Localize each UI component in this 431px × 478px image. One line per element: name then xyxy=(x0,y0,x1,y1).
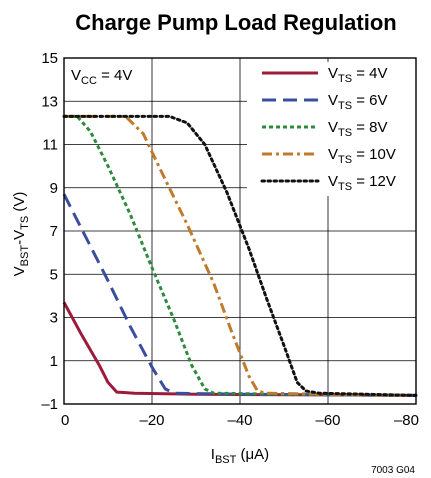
legend: VTS = 4V VTS = 6V VTS = 8V VTS = 10V VTS = 1… xyxy=(260,65,396,193)
series-line xyxy=(62,114,418,397)
series-line xyxy=(64,114,417,397)
y-axis-label: VBST-VTS (V) xyxy=(11,192,31,277)
series-line xyxy=(64,114,417,397)
figure-id: 7003 G04 xyxy=(371,465,415,476)
y-tick-label: 15 xyxy=(41,50,58,67)
y-tick-label: 1 xyxy=(50,353,58,370)
legend-label: VTS = 12V xyxy=(328,173,396,193)
y-tick-label: 13 xyxy=(41,93,58,110)
x-tick-label: –60 xyxy=(315,412,340,429)
series-group xyxy=(62,114,418,397)
x-tick-labels: 0 –20 –40 –60 –80 xyxy=(61,412,419,429)
legend-label: VTS = 10V xyxy=(328,146,396,166)
y-tick-label: 7 xyxy=(50,223,58,240)
legend-background xyxy=(247,62,416,196)
x-tick-label: –80 xyxy=(394,412,419,429)
legend-label: VTS = 6V xyxy=(328,92,388,112)
y-tick-label: 9 xyxy=(50,180,58,197)
x-tick-label: –40 xyxy=(227,412,252,429)
legend-label: VTS = 4V xyxy=(328,65,388,85)
y-tick-label: 11 xyxy=(42,137,58,154)
y-tick-label: –1 xyxy=(41,396,58,413)
y-tick-label: 5 xyxy=(50,266,58,283)
x-tick-label: 0 xyxy=(61,412,69,429)
y-tick-label: 3 xyxy=(50,310,58,327)
x-axis-label: IBST (μA) xyxy=(211,446,269,466)
x-tick-label: –20 xyxy=(139,412,164,429)
chart-title: Charge Pump Load Regulation xyxy=(75,10,396,35)
legend-label: VTS = 8V xyxy=(328,119,388,139)
vcc-annotation: VCC = 4V xyxy=(71,67,132,87)
plot-frame xyxy=(63,57,417,405)
